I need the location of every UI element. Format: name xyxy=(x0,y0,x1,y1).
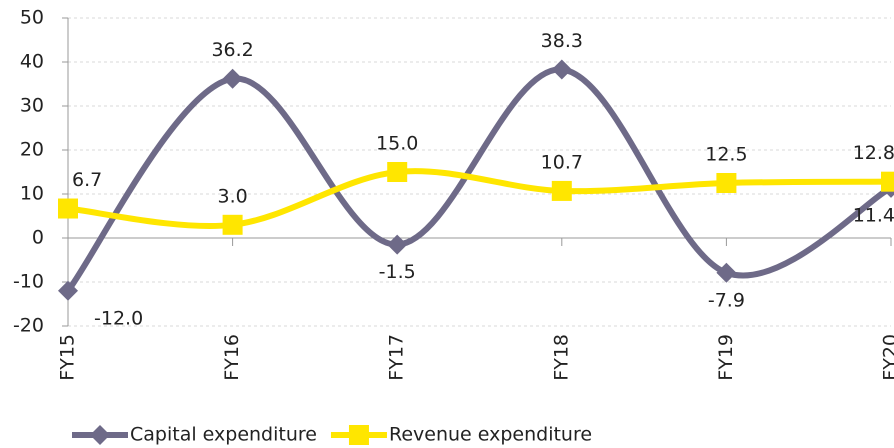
marker xyxy=(551,180,572,201)
data-label: 3.0 xyxy=(217,185,247,207)
data-label: 12.5 xyxy=(705,144,747,166)
marker xyxy=(222,68,243,89)
data-label: -1.5 xyxy=(379,261,416,283)
marker xyxy=(348,425,369,445)
marker xyxy=(58,198,78,219)
marker xyxy=(58,280,78,301)
y-tick-label: 0 xyxy=(32,227,44,249)
data-label: 36.2 xyxy=(211,39,253,61)
x-tick-label: FY18 xyxy=(550,334,572,381)
line xyxy=(67,168,892,229)
marker xyxy=(716,173,737,193)
y-tick-label: -10 xyxy=(13,271,44,293)
marker xyxy=(90,425,110,445)
y-tick-label: 20 xyxy=(20,139,44,161)
x-tick-label: FY15 xyxy=(57,334,79,381)
marker xyxy=(387,162,408,182)
marker xyxy=(551,59,572,80)
marker xyxy=(716,262,737,283)
data-label: 15.0 xyxy=(376,133,418,155)
data-label: 10.7 xyxy=(541,151,583,173)
y-tick-label: 10 xyxy=(20,183,44,205)
x-tick-label: FY17 xyxy=(386,334,408,381)
legend-label: Capital expenditure xyxy=(130,424,317,446)
legend-item: Revenue expenditure xyxy=(330,424,592,446)
x-tick-label: FY16 xyxy=(221,334,243,381)
legend-label: Revenue expenditure xyxy=(389,424,592,446)
x-tick-label: FY20 xyxy=(880,334,894,381)
data-label: -7.9 xyxy=(708,289,745,311)
data-label: -12.0 xyxy=(94,307,143,329)
y-tick-label: -20 xyxy=(13,315,44,337)
y-tick-label: 30 xyxy=(20,95,44,117)
data-label: 38.3 xyxy=(541,30,583,52)
data-label: 12.8 xyxy=(853,142,894,164)
x-tick-label: FY19 xyxy=(715,334,737,381)
legend-item: Capital expenditure xyxy=(72,424,317,446)
y-tick-label: 40 xyxy=(20,51,44,73)
data-label: 11.4 xyxy=(853,204,894,226)
marker xyxy=(222,214,243,235)
data-label: 6.7 xyxy=(72,169,102,191)
marker xyxy=(387,234,408,255)
y-tick-label: 50 xyxy=(20,7,44,29)
marker xyxy=(881,171,894,192)
